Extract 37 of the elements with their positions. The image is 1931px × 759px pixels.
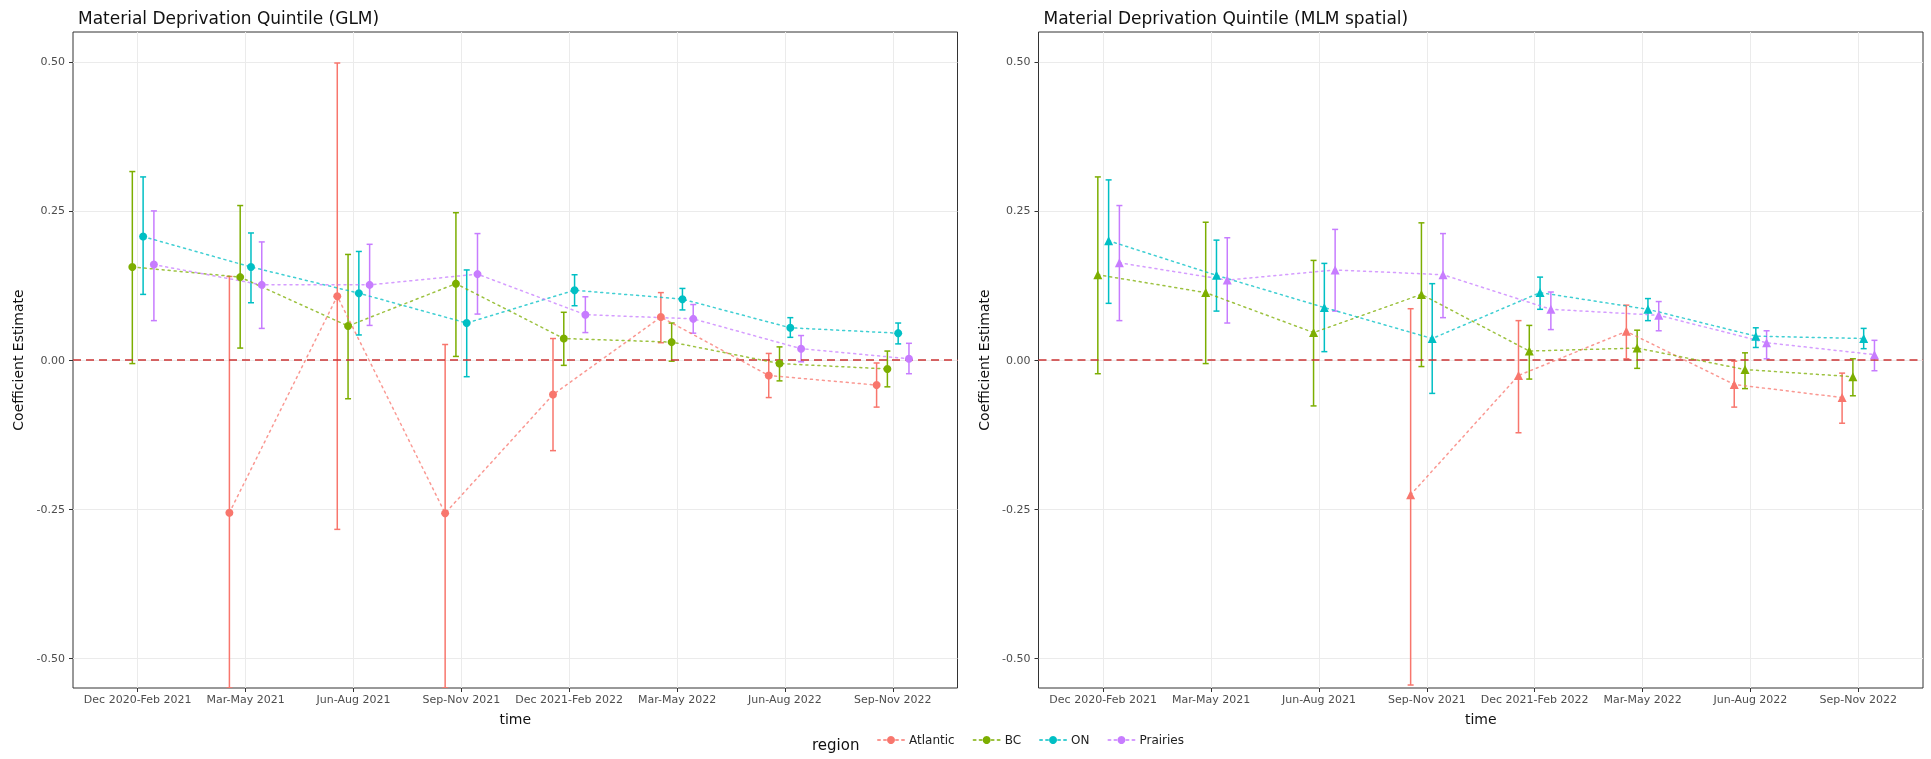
y-tick-label: -0.50 <box>1002 651 1031 665</box>
x-tick-label: Sep-Nov 2021 <box>1387 693 1466 706</box>
x-tick-label: Dec 2020-Feb 2021 <box>83 693 192 706</box>
legend-label: ON <box>1071 733 1090 747</box>
y-tick-label: 0.25 <box>40 204 65 218</box>
x-tick-label: Jun-Aug 2021 <box>315 693 391 706</box>
x-tick-label: Jun-Aug 2021 <box>1281 693 1356 706</box>
x-tick-label: Dec 2021-Feb 2022 <box>1480 693 1589 706</box>
x-axis-title: time <box>499 711 532 727</box>
y-tick-label: -0.25 <box>36 502 65 516</box>
legend-label: Prairies <box>1139 733 1185 747</box>
x-tick-label: Dec 2020-Feb 2021 <box>1049 693 1158 706</box>
y-tick-label: 0.25 <box>1006 204 1031 218</box>
y-tick-label: 0.00 <box>40 353 65 367</box>
y-tick-label: 0.50 <box>40 55 65 69</box>
x-tick-label: Sep-Nov 2021 <box>422 693 501 706</box>
x-tick-label: Sep-Nov 2022 <box>1819 693 1898 706</box>
legend-label: BC <box>1004 733 1022 747</box>
x-tick-label: Dec 2021-Feb 2022 <box>515 693 624 706</box>
x-tick-label: Mar-May 2022 <box>1603 693 1682 706</box>
y-axis-title: Coefficient Estimate <box>975 289 992 431</box>
legend-label: Atlantic <box>909 733 955 747</box>
y-tick-label: -0.50 <box>36 651 65 665</box>
x-tick-label: Mar-May 2021 <box>206 693 285 706</box>
x-tick-label: Sep-Nov 2022 <box>853 693 932 706</box>
x-tick-label: Mar-May 2021 <box>1171 693 1251 706</box>
y-tick-label: 0.50 <box>1006 55 1031 69</box>
x-tick-label: Mar-May 2022 <box>637 693 717 706</box>
legend-title: region <box>812 735 860 754</box>
y-tick-label: -0.25 <box>1002 502 1031 516</box>
x-tick-label: Jun-Aug 2022 <box>746 693 822 706</box>
x-tick-label: Jun-Aug 2022 <box>1712 693 1788 706</box>
y-tick-label: 0.00 <box>1006 353 1031 367</box>
chart-title: Material Deprivation Quintile (MLM spatial) <box>1043 7 1409 28</box>
chart-title: Material Deprivation Quintile (GLM) <box>78 7 380 28</box>
y-axis-title: Coefficient Estimate <box>10 289 26 431</box>
x-axis-title: time <box>1464 711 1497 727</box>
